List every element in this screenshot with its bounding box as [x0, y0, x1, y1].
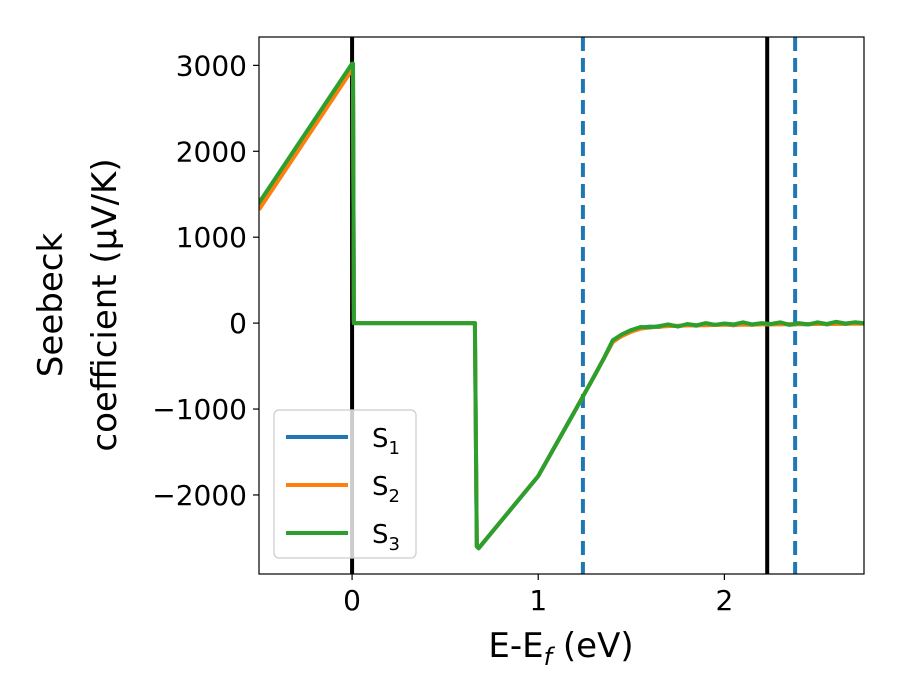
x-tick-label: 1: [529, 584, 547, 617]
y-tick-label: −2000: [152, 479, 247, 512]
y-axis-title-line2: coefficient (μV/K): [85, 158, 125, 451]
x-tick-label: 0: [343, 584, 361, 617]
y-tick-label: 2000: [176, 135, 247, 168]
legend: S1 S2 S3: [273, 409, 417, 559]
y-tick-label: −1000: [152, 393, 247, 426]
legend-label-3: S3: [372, 520, 400, 555]
x-tick-label: 2: [715, 584, 733, 617]
legend-label-2: S2: [372, 472, 400, 507]
y-axis-title: Seebeck coefficient (μV/K): [31, 158, 125, 451]
x-axis-title: E-Ef (eV): [488, 626, 633, 671]
x-axis: 0 1 2: [343, 574, 733, 617]
y-axis: −2000 −1000 0 1000 2000 3000: [152, 49, 259, 512]
legend-label-1: S1: [372, 424, 400, 459]
y-tick-label: 3000: [176, 49, 247, 82]
series-line-3: [259, 61, 864, 551]
series-layer: [259, 61, 864, 551]
plot-frame: [258, 36, 865, 575]
y-axis-title-line1: Seebeck: [31, 233, 71, 378]
y-tick-label: 0: [229, 307, 247, 340]
y-tick-label: 1000: [176, 221, 247, 254]
